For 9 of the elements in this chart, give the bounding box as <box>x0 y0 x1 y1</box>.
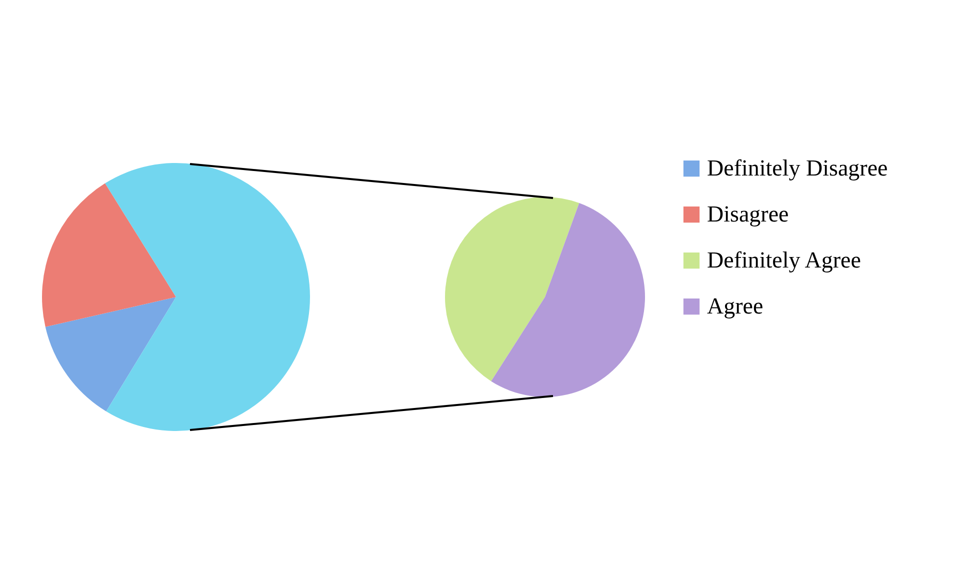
pie-slice <box>445 197 580 382</box>
pie-slice <box>42 183 176 327</box>
pie-slice <box>45 297 176 412</box>
legend-label: Agree <box>707 294 764 318</box>
legend-label: Disagree <box>707 202 789 226</box>
pie-slice <box>105 163 310 431</box>
pie-slice <box>491 203 645 397</box>
legend-label: Definitely Agree <box>707 248 861 272</box>
legend-label: Definitely Disagree <box>707 156 888 180</box>
